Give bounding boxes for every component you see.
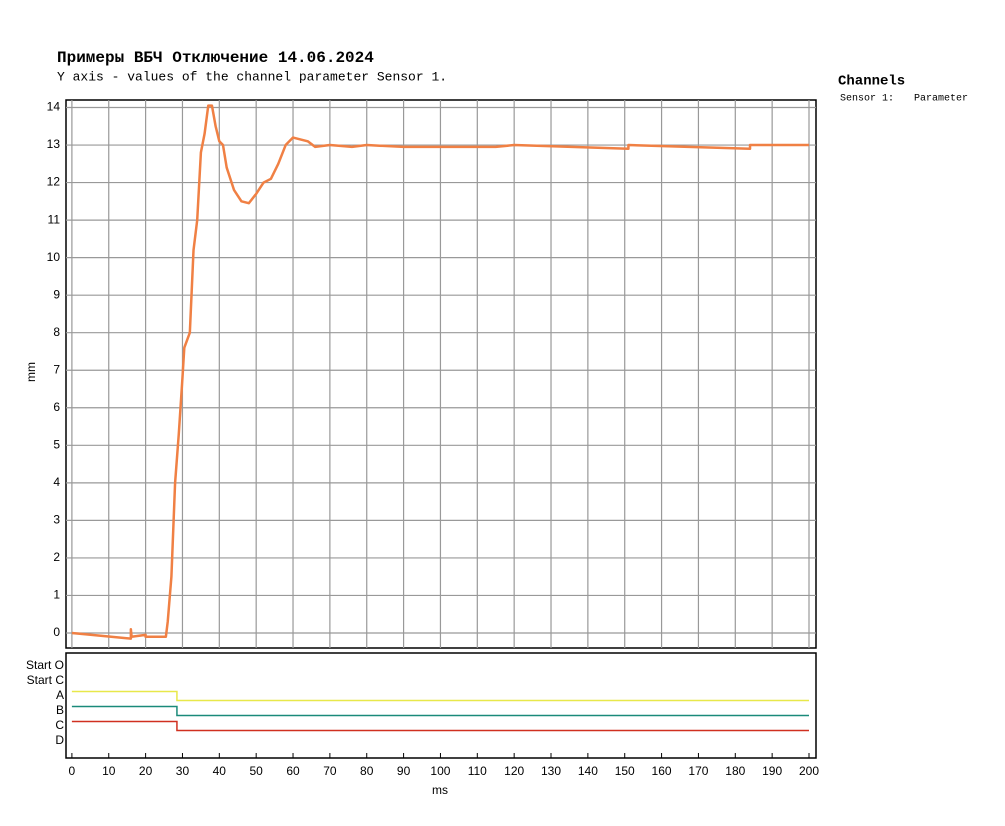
- channel-label: A: [56, 688, 64, 702]
- legend-parameter: Parameter: [914, 94, 968, 105]
- y-tick-label: 13: [47, 137, 61, 151]
- x-tick-label: 40: [213, 764, 227, 778]
- y-tick-label: 5: [53, 437, 60, 451]
- x-tick-label: 140: [578, 764, 598, 778]
- y-tick-label: 1: [53, 588, 60, 602]
- digital-line: [71, 720, 809, 732]
- y-tick-label: 3: [53, 513, 60, 527]
- channel-label: D: [55, 733, 64, 747]
- x-tick-label: 110: [468, 764, 487, 778]
- x-tick-label: 180: [725, 764, 745, 778]
- channel-label: B: [56, 703, 64, 717]
- y-tick-label: 14: [47, 100, 61, 114]
- data-line: [71, 104, 809, 640]
- x-tick-label: 160: [652, 764, 672, 778]
- y-tick-label: 4: [53, 475, 60, 489]
- x-tick-label: 170: [688, 764, 708, 778]
- x-tick-label: 70: [323, 764, 337, 778]
- channel-label: C: [55, 718, 64, 732]
- x-tick-label: 60: [286, 764, 300, 778]
- digital-frame: [65, 652, 817, 759]
- x-tick-label: 100: [430, 764, 450, 778]
- x-tick-label: 120: [504, 764, 524, 778]
- chart-subtitle: Y axis - values of the channel parameter…: [57, 69, 447, 84]
- y-tick-label: 9: [53, 287, 60, 301]
- channel-label: Start C: [27, 673, 65, 687]
- digital-line: [71, 705, 809, 717]
- legend-entry: Sensor 1:: [840, 94, 894, 105]
- channel-label: Start O: [26, 658, 64, 672]
- x-tick-label: 150: [615, 764, 635, 778]
- x-tick-label: 80: [360, 764, 374, 778]
- x-tick-label: 20: [139, 764, 153, 778]
- x-tick-label: 10: [102, 764, 116, 778]
- y-tick-label: 12: [47, 175, 61, 189]
- x-tick-label: 190: [762, 764, 782, 778]
- x-axis-label: ms: [432, 783, 448, 797]
- y-axis-label: mm: [24, 362, 38, 382]
- legend-title: Channels: [838, 74, 905, 90]
- y-tick-label: 10: [47, 250, 61, 264]
- digital-line: [71, 690, 809, 702]
- y-tick-label: 6: [53, 400, 60, 414]
- chart-title: Примеры ВБЧ Отключение 14.06.2024: [57, 49, 374, 67]
- x-tick-label: 90: [397, 764, 411, 778]
- y-tick-label: 0: [53, 625, 60, 639]
- y-tick-label: 8: [53, 325, 60, 339]
- y-tick-label: 11: [48, 212, 61, 226]
- x-tick-label: 130: [541, 764, 561, 778]
- x-tick-label: 200: [799, 764, 819, 778]
- y-tick-label: 2: [53, 550, 60, 564]
- y-tick-label: 7: [53, 362, 60, 376]
- x-tick-label: 30: [176, 764, 190, 778]
- x-tick-label: 50: [249, 764, 263, 778]
- x-tick-label: 0: [69, 764, 76, 778]
